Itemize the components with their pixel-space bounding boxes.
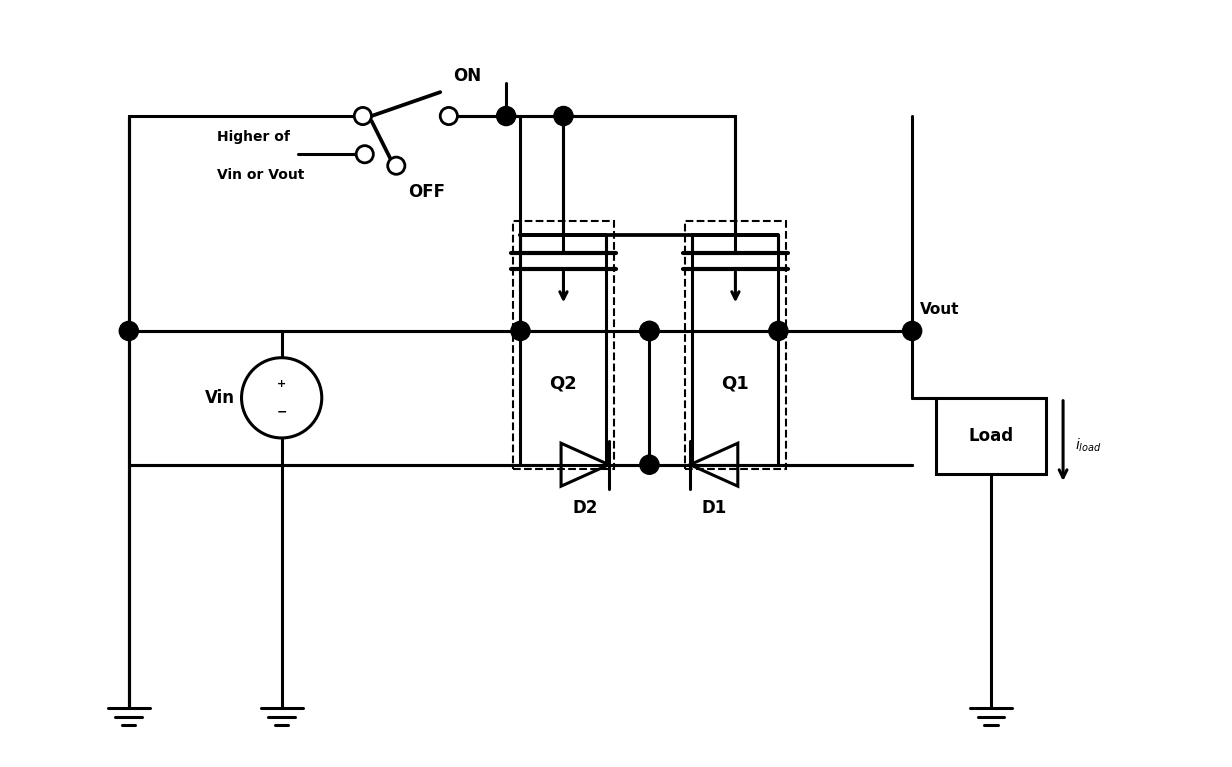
Text: +: + xyxy=(277,380,286,390)
Circle shape xyxy=(769,321,788,341)
Bar xyxy=(685,221,786,469)
Text: Q2: Q2 xyxy=(549,374,578,393)
Bar xyxy=(936,398,1046,474)
Text: Vin or Vout: Vin or Vout xyxy=(217,168,304,183)
Circle shape xyxy=(639,455,659,474)
Text: Higher of: Higher of xyxy=(217,130,290,144)
Text: Q1: Q1 xyxy=(722,374,749,393)
Circle shape xyxy=(120,321,138,341)
Circle shape xyxy=(496,107,516,126)
Circle shape xyxy=(554,107,573,126)
Circle shape xyxy=(241,357,322,438)
Text: $i_{load}$: $i_{load}$ xyxy=(1074,437,1101,454)
Text: Load: Load xyxy=(968,427,1014,445)
Text: −: − xyxy=(276,406,287,419)
Circle shape xyxy=(388,157,405,174)
Text: D1: D1 xyxy=(701,499,727,517)
Text: D2: D2 xyxy=(573,499,598,517)
Text: Vin: Vin xyxy=(205,389,234,407)
Circle shape xyxy=(355,107,372,124)
Text: Vout: Vout xyxy=(920,302,960,318)
Circle shape xyxy=(440,107,457,124)
Circle shape xyxy=(639,321,659,341)
Circle shape xyxy=(356,146,373,163)
Bar xyxy=(513,221,614,469)
Text: ON: ON xyxy=(453,67,482,85)
Circle shape xyxy=(639,321,659,341)
Circle shape xyxy=(903,321,922,341)
Text: OFF: OFF xyxy=(408,183,445,202)
Circle shape xyxy=(511,321,530,341)
